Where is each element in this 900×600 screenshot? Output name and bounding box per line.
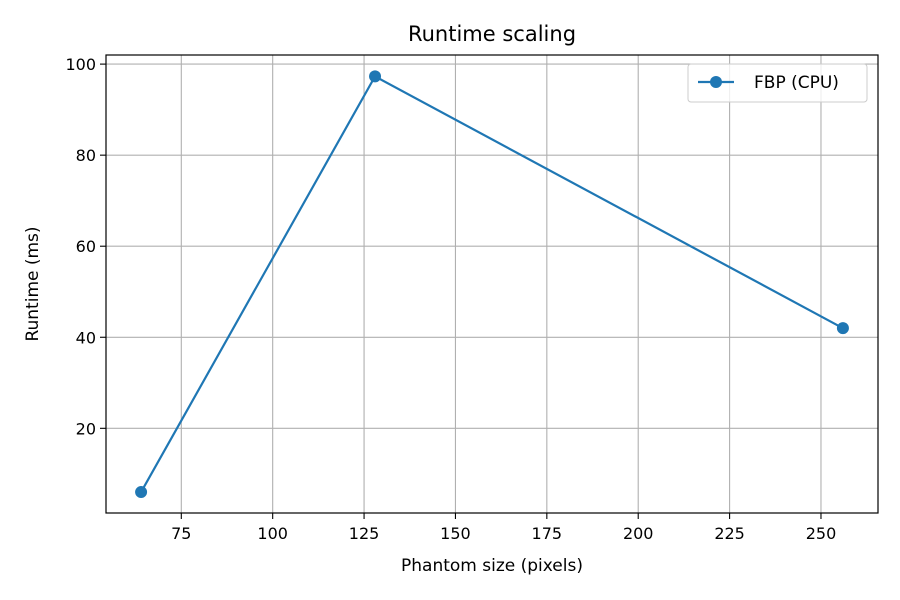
data-point xyxy=(369,70,382,83)
x-tick-label: 250 xyxy=(806,524,837,543)
x-tick-label: 175 xyxy=(532,524,563,543)
data-point xyxy=(135,486,148,499)
series-layer xyxy=(135,70,849,499)
x-axis-label: Phantom size (pixels) xyxy=(401,556,583,576)
x-tick-label: 100 xyxy=(257,524,288,543)
legend-label-fbp-cpu: FBP (CPU) xyxy=(754,73,839,93)
x-tick-label: 200 xyxy=(623,524,654,543)
chart-title: Runtime scaling xyxy=(408,22,576,46)
legend: FBP (CPU) xyxy=(687,63,868,103)
grid-lines xyxy=(106,55,878,513)
data-point xyxy=(836,322,849,335)
y-tick-label: 40 xyxy=(76,328,96,347)
y-tick-label: 60 xyxy=(76,237,96,256)
y-axis-label: Runtime (ms) xyxy=(23,226,43,341)
y-tick-label: 80 xyxy=(76,146,96,165)
legend-marker-swatch xyxy=(710,76,722,88)
y-tick-label: 100 xyxy=(65,55,96,74)
x-tick-label: 75 xyxy=(171,524,191,543)
x-tick-label: 225 xyxy=(714,524,745,543)
y-tick-label: 20 xyxy=(76,419,96,438)
x-tick-label: 125 xyxy=(349,524,380,543)
plot-frame xyxy=(105,54,879,514)
legend-box xyxy=(687,63,868,103)
x-tick-label: 150 xyxy=(440,524,471,543)
axis-ticks: 75 100 125 150 175 200 225 250 20 40 60 80 100 xyxy=(65,55,836,543)
